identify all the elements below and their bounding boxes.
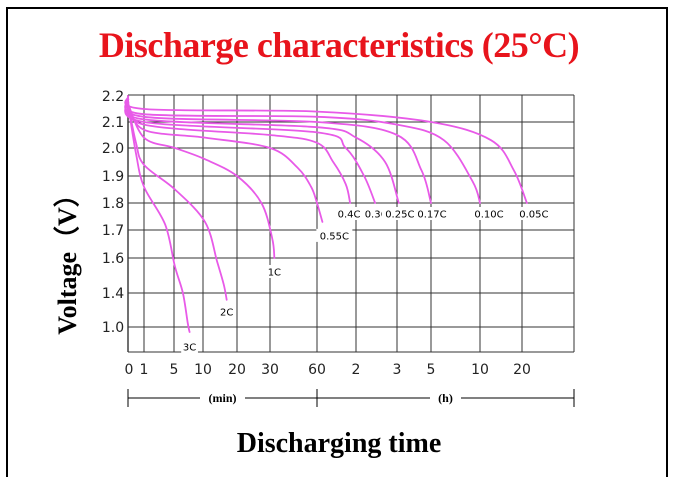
x-tick-label: 5 — [170, 362, 179, 378]
x-axis-label: Discharging time — [237, 428, 442, 459]
x-tick-label: 2 — [352, 362, 361, 378]
curve-label-bg — [265, 265, 283, 278]
chart-frame — [6, 7, 668, 477]
curve-label: 0.25C — [385, 210, 414, 221]
discharge-curve-2C — [127, 102, 228, 301]
chart-title: Discharge characteristics (25°C) — [98, 25, 580, 65]
y-tick-label: 2.0 — [102, 141, 124, 157]
discharge-curve-0_55C — [127, 102, 324, 223]
curve-label: 0.3C — [365, 210, 388, 221]
x-tick-label: 60 — [308, 362, 326, 378]
curve-label: 0.55C — [320, 231, 349, 242]
x-tick-label: 10 — [471, 362, 489, 378]
curve-label-bg — [334, 207, 364, 220]
y-tick-labels: 2.2 2.1 2.0 1.9 1.8 1.7 1.6 1.4 1.0 — [102, 89, 124, 336]
curve-label-bg — [471, 207, 507, 220]
curve-labels: 3C 2C 1C 0.55C 0.4C 0.3C0.25C 0.17C 0.10C 0.05C — [181, 207, 552, 354]
curve-label: 0.17C — [417, 210, 446, 221]
x-tick-labels: 0 1 5 10 20 30 60 2 3 5 10 20 — [125, 362, 531, 378]
x-tick-label: 0 — [125, 362, 134, 378]
curve-label: 1C — [268, 268, 281, 279]
unit-label: (h) — [438, 391, 453, 405]
discharge-curve-0_3C — [124, 100, 376, 204]
y-tick-label: 1.6 — [102, 251, 124, 267]
y-tick-label: 2.1 — [102, 115, 124, 131]
unit-label-bg — [430, 390, 461, 406]
y-tick-label: 1.7 — [102, 223, 124, 239]
curve-label: 0.4C — [338, 210, 361, 221]
discharge-curve-0_10C — [124, 97, 481, 204]
y-tick-label: 2.2 — [102, 89, 124, 105]
time-unit-brackets: (min) (h) — [127, 389, 575, 407]
curve-label: 3C — [183, 343, 196, 354]
curve-label: 0.05C — [519, 210, 548, 221]
y-axis-label: Voltage（V） — [53, 181, 82, 335]
curve-label: 0.10C — [474, 210, 503, 221]
x-tick-label: 20 — [228, 362, 246, 378]
y-tick-label: 1.8 — [102, 196, 124, 212]
unit-label: (min) — [209, 391, 237, 405]
curve-label-bg — [316, 228, 353, 242]
discharge-curve-0_17C — [124, 97, 432, 204]
x-tick-label: 1 — [140, 362, 149, 378]
x-tick-label: 5 — [427, 362, 436, 378]
curve-label-bg — [181, 340, 198, 353]
y-tick-label: 1.0 — [102, 320, 124, 336]
curve-label-bg — [381, 207, 418, 220]
x-tick-label: 30 — [261, 362, 279, 378]
y-tick-label: 1.4 — [102, 286, 124, 302]
discharge-curve-0_05C — [124, 95, 528, 204]
discharge-curve-1C — [127, 102, 276, 259]
x-tick-label: 10 — [194, 362, 212, 378]
discharge-curve-0_4C — [127, 100, 351, 204]
curve-label: 2C — [220, 307, 233, 318]
discharge-curves — [124, 95, 528, 333]
discharge-curve-0_25C — [124, 100, 400, 204]
curve-label-bg — [515, 207, 552, 220]
x-tick-label: 3 — [393, 362, 402, 378]
curve-label-bg — [218, 304, 236, 318]
unit-label-bg — [200, 390, 245, 406]
discharge-curve-3C — [127, 102, 191, 333]
y-tick-label: 1.9 — [102, 169, 124, 185]
curve-label-bg — [414, 207, 450, 220]
x-tick-label: 20 — [513, 362, 531, 378]
